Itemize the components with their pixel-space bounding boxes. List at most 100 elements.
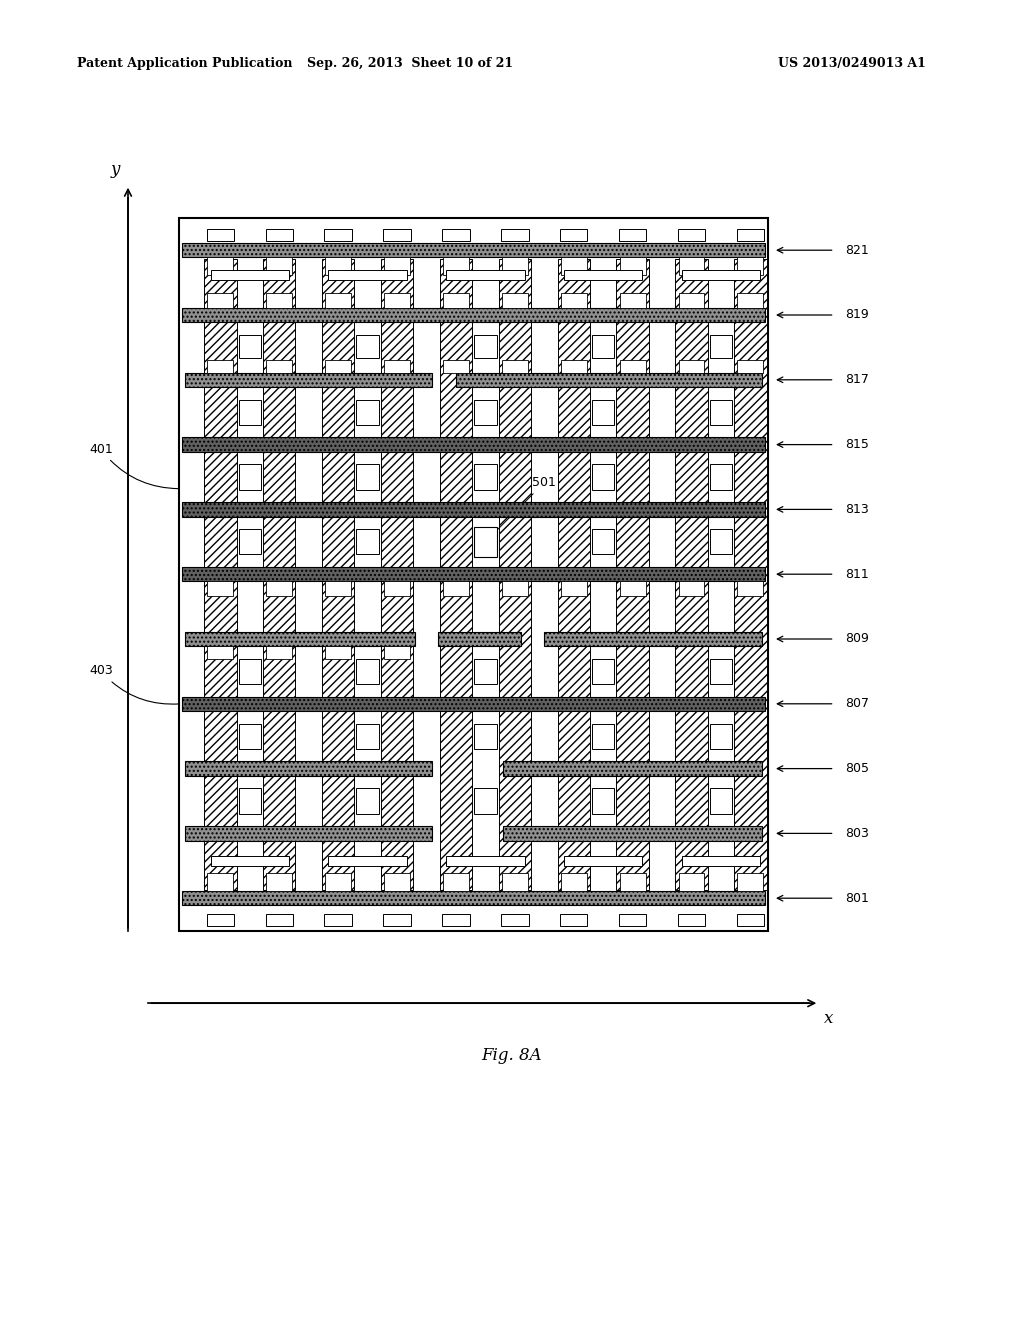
Bar — [443, 293, 469, 308]
Bar — [381, 259, 414, 890]
Bar — [545, 632, 762, 645]
Bar — [737, 360, 763, 372]
Bar — [446, 855, 524, 866]
Bar — [474, 400, 497, 425]
Bar — [474, 723, 497, 748]
Bar — [557, 259, 590, 890]
Text: 803: 803 — [845, 826, 868, 840]
Bar — [208, 645, 233, 659]
Bar — [618, 915, 646, 925]
Bar — [208, 257, 233, 275]
Bar — [266, 360, 292, 372]
Bar — [592, 529, 614, 554]
Bar — [442, 228, 470, 242]
Bar — [456, 372, 762, 387]
Bar — [208, 360, 233, 372]
Bar — [185, 372, 432, 387]
Text: Patent Application Publication: Patent Application Publication — [77, 57, 292, 70]
Bar — [443, 581, 469, 597]
Bar — [182, 697, 765, 711]
Bar — [356, 335, 379, 358]
Bar — [678, 915, 706, 925]
Bar — [499, 259, 531, 890]
Bar — [443, 360, 469, 372]
Text: 807: 807 — [845, 697, 868, 710]
Bar — [503, 762, 762, 776]
Text: Sep. 26, 2013  Sheet 10 of 21: Sep. 26, 2013 Sheet 10 of 21 — [306, 57, 513, 70]
Bar — [383, 228, 411, 242]
Bar — [561, 581, 587, 597]
Bar — [263, 259, 296, 890]
Text: US 2013/0249013 A1: US 2013/0249013 A1 — [778, 57, 926, 70]
Text: 403: 403 — [89, 664, 178, 704]
Bar — [592, 723, 614, 748]
Bar — [182, 891, 765, 906]
Bar — [443, 257, 469, 275]
Text: 811: 811 — [845, 568, 868, 581]
Bar — [675, 259, 708, 890]
Bar — [384, 257, 410, 275]
Bar — [710, 465, 732, 490]
Bar — [384, 581, 410, 597]
Bar — [356, 659, 379, 684]
Bar — [266, 581, 292, 597]
Bar — [182, 568, 765, 581]
Bar — [326, 293, 351, 308]
Bar — [620, 360, 645, 372]
Bar — [322, 259, 354, 890]
Bar — [682, 855, 760, 866]
Bar — [560, 915, 588, 925]
Bar — [474, 529, 497, 554]
Bar — [561, 257, 587, 275]
Bar — [736, 915, 764, 925]
Bar — [679, 581, 705, 597]
Bar — [326, 360, 351, 372]
Bar — [502, 360, 527, 372]
Bar — [326, 874, 351, 891]
Text: 821: 821 — [845, 244, 868, 256]
Bar — [329, 855, 407, 866]
Bar — [501, 915, 528, 925]
Bar — [239, 335, 261, 358]
Text: 809: 809 — [845, 632, 868, 645]
Bar — [266, 257, 292, 275]
Bar — [682, 271, 760, 280]
Text: 815: 815 — [845, 438, 868, 451]
Bar — [736, 228, 764, 242]
Bar — [185, 826, 432, 841]
Bar — [182, 308, 765, 322]
Bar — [384, 293, 410, 308]
Bar — [561, 874, 587, 891]
Bar — [679, 360, 705, 372]
Bar — [325, 228, 352, 242]
Bar — [616, 259, 649, 890]
Bar — [474, 527, 497, 557]
Bar — [182, 243, 765, 257]
Bar — [356, 529, 379, 554]
Text: 501: 501 — [487, 477, 556, 540]
Text: y: y — [111, 161, 120, 178]
Bar — [679, 874, 705, 891]
Bar — [446, 271, 524, 280]
Bar — [383, 915, 411, 925]
Bar — [710, 788, 732, 813]
Bar — [179, 218, 768, 931]
Bar — [678, 228, 706, 242]
Bar — [620, 581, 645, 597]
Bar — [265, 915, 293, 925]
Bar — [239, 788, 261, 813]
Text: x: x — [824, 1010, 834, 1027]
Bar — [439, 259, 472, 890]
Bar — [503, 826, 762, 841]
Bar — [266, 293, 292, 308]
Bar — [564, 271, 642, 280]
Bar — [620, 293, 645, 308]
Bar — [442, 915, 470, 925]
Bar — [592, 400, 614, 425]
Bar — [737, 293, 763, 308]
Bar — [211, 855, 289, 866]
Bar — [737, 257, 763, 275]
Bar — [502, 874, 527, 891]
Bar — [266, 645, 292, 659]
Bar — [564, 855, 642, 866]
